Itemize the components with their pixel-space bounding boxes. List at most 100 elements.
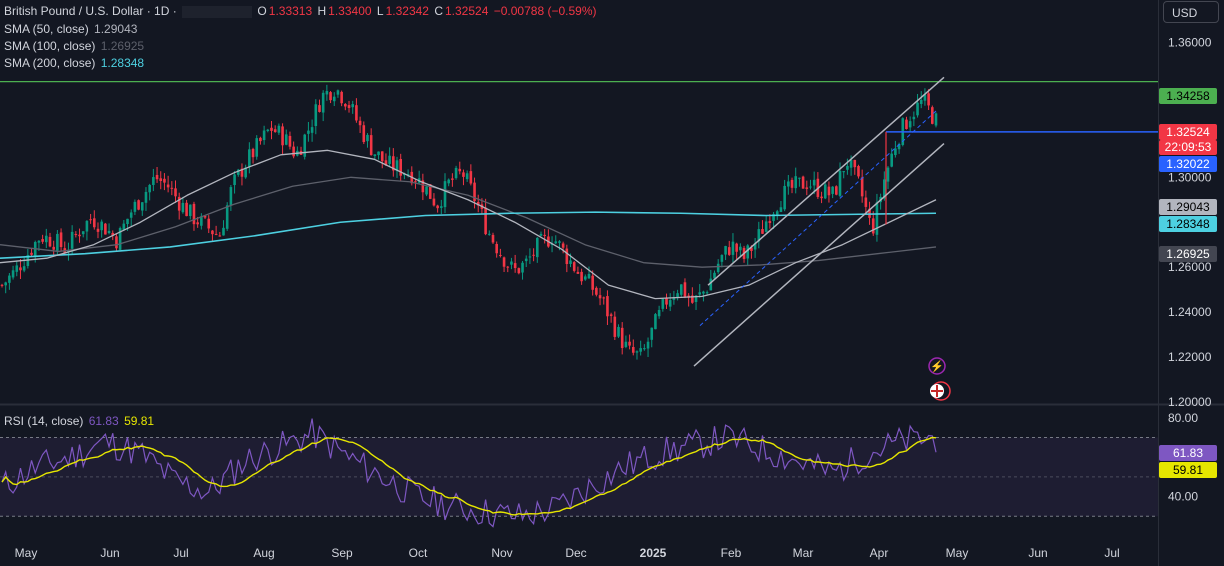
time-axis-label: Oct [409, 546, 428, 560]
last-price-tag: 1.32524 [1159, 124, 1217, 140]
candle-body [277, 125, 281, 133]
candle-body [251, 148, 255, 158]
candle-body [192, 203, 196, 225]
candle-body [428, 184, 432, 199]
candle-body [436, 205, 439, 209]
candle-body [842, 171, 846, 173]
price-tick-label: 1.26000 [1168, 260, 1212, 274]
candle-body [196, 222, 199, 225]
candle-body [440, 206, 443, 208]
candle-body [783, 185, 786, 210]
indicator-sma100[interactable]: SMA (100, close) 1.26925 [4, 39, 146, 53]
candle-body [222, 227, 225, 236]
candle-body [587, 273, 591, 279]
candle-body [775, 211, 779, 216]
sma200-value: 1.28348 [100, 56, 145, 70]
candle-body [657, 310, 661, 317]
candle-body [871, 218, 875, 234]
candle-body [583, 276, 587, 280]
candle-body [292, 146, 295, 157]
time-axis-label: Jul [173, 546, 188, 560]
candle-body [362, 125, 366, 143]
time-axis-label: Dec [565, 546, 586, 560]
symbol-title[interactable]: British Pound / U.S. Dollar · 1D · [4, 4, 177, 18]
candle-body [188, 204, 192, 217]
candle-body [727, 247, 731, 255]
time-axis-label: 2025 [640, 546, 667, 560]
candle-body [473, 182, 476, 202]
sma100-label: SMA (100, close) [4, 39, 96, 53]
candle-body [170, 187, 174, 189]
time-axis-label: Apr [870, 546, 889, 560]
candle-body [746, 245, 750, 259]
rsi-legend[interactable]: RSI (14, close) 61.83 59.81 [4, 414, 156, 428]
candle-body [646, 341, 650, 349]
candle-body [691, 295, 694, 303]
rsi-line [1, 418, 937, 528]
indicator-sma50[interactable]: SMA (50, close) 1.29043 [4, 22, 139, 36]
candle-body [137, 200, 140, 210]
candle-body [425, 186, 428, 195]
candle-body [259, 137, 262, 142]
candle-body [927, 93, 930, 106]
candle-body [377, 151, 380, 156]
currency-button[interactable]: USD [1163, 1, 1219, 23]
candle-body [314, 104, 318, 127]
candle-body [702, 291, 705, 294]
candle-body [358, 120, 362, 126]
rsi-ma-line [1, 436, 937, 516]
candle-body [307, 130, 310, 134]
candle-body [643, 348, 646, 350]
candle-body [70, 231, 74, 249]
candle-body [683, 282, 687, 297]
candle-body [676, 293, 679, 299]
candle-body [495, 243, 498, 254]
candle-body [905, 119, 908, 130]
candle-body [244, 167, 247, 178]
price-tick-label: 1.30000 [1168, 170, 1212, 184]
candle-body [30, 252, 33, 255]
candle-body [787, 181, 790, 187]
time-axis-label: May [15, 546, 38, 560]
candle-body [207, 218, 211, 229]
sma50-line [0, 149, 937, 300]
candle-body [875, 202, 879, 235]
open-label: O [257, 4, 267, 18]
candle-body [96, 228, 100, 232]
candle-body [624, 341, 628, 347]
candle-body [753, 243, 757, 250]
open-value: 1.33313 [268, 4, 313, 18]
candle-body [41, 239, 44, 242]
candle-body [177, 196, 181, 211]
candle-body [602, 297, 606, 299]
sma50-price-tag: 1.29043 [1159, 199, 1217, 215]
indicator-sma200[interactable]: SMA (200, close) 1.28348 [4, 56, 146, 70]
candle-body [665, 298, 668, 305]
candle-body [846, 165, 849, 170]
candle-body [118, 228, 122, 250]
sma100-line [0, 176, 937, 268]
candle-body [399, 158, 403, 176]
candle-body [705, 292, 709, 294]
candle-body [838, 170, 842, 196]
close-value: 1.32524 [445, 4, 489, 18]
candle-body [200, 216, 203, 226]
candle-body [240, 168, 244, 177]
candle-body [355, 105, 358, 121]
candle-body [894, 148, 897, 156]
candle-body [465, 173, 469, 180]
candle-body [823, 184, 827, 199]
candle-body [476, 202, 480, 206]
sma200-price-tag: 1.28348 [1159, 216, 1217, 232]
candle-body [255, 138, 259, 157]
candle-body [454, 167, 458, 179]
candle-body [580, 271, 583, 282]
candle-body [812, 179, 816, 186]
channel-mid-line [699, 110, 937, 326]
candle-body [883, 179, 886, 199]
candle-body [107, 230, 111, 234]
candle-body [78, 234, 81, 237]
candle-body [469, 171, 473, 184]
candle-body [321, 92, 325, 113]
